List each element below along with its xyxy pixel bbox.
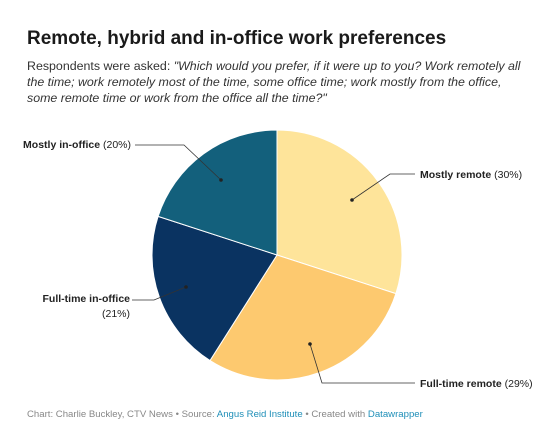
leader-dot-full-time-in-office bbox=[184, 285, 188, 289]
footer-credit: Chart: Charlie Buckley, CTV News • Sourc… bbox=[27, 409, 217, 420]
chart-title: Remote, hybrid and in-office work prefer… bbox=[27, 28, 447, 49]
leader-dot-mostly-in-office bbox=[219, 178, 223, 182]
pie-slice-full-time-in-office bbox=[151, 215, 278, 362]
slice-pct-mostly-in-office: (20%) bbox=[100, 139, 131, 151]
slice-pct-full-time-remote: (29%) bbox=[502, 378, 533, 390]
chart-subtitle: Respondents were asked: "Which would you… bbox=[27, 58, 532, 106]
subtitle-question: "Which would you prefer, if it were up t… bbox=[27, 59, 521, 105]
chart-footer: Chart: Charlie Buckley, CTV News • Sourc… bbox=[27, 409, 423, 420]
slice-name-mostly-in-office: Mostly in-office bbox=[23, 139, 100, 151]
slice-label-full-time-remote: Full-time remote (29%) bbox=[420, 378, 533, 390]
slice-pct-mostly-remote: (30%) bbox=[491, 169, 522, 181]
subtitle-prefix: Respondents were asked: bbox=[27, 59, 174, 73]
pie-slice-mostly-remote bbox=[276, 129, 403, 295]
source-link[interactable]: Angus Reid Institute bbox=[216, 409, 303, 420]
datawrapper-link[interactable]: Datawrapper bbox=[367, 409, 423, 420]
slice-label-mostly-remote: Mostly remote (30%) bbox=[420, 169, 522, 181]
footer-middle: • Created with bbox=[302, 409, 368, 420]
leader-line-full-time-remote bbox=[309, 343, 415, 384]
pie-slice-mostly-in-office bbox=[157, 129, 278, 256]
leader-line-mostly-remote bbox=[351, 173, 415, 201]
slice-label-mostly-in-office: Mostly in-office (20%) bbox=[23, 139, 131, 151]
leader-dot-full-time-remote bbox=[308, 342, 312, 346]
leader-line-mostly-in-office bbox=[135, 144, 222, 181]
leader-line-full-time-in-office bbox=[132, 286, 187, 301]
slice-pct-full-time-in-office: (21%) bbox=[102, 308, 130, 320]
pie-slice-full-time-remote bbox=[209, 254, 397, 381]
leader-dot-mostly-remote bbox=[350, 198, 354, 202]
slice-name-mostly-remote: Mostly remote bbox=[420, 169, 491, 181]
slice-name-full-time-remote: Full-time remote bbox=[420, 378, 502, 390]
slice-name-full-time-in-office: Full-time in-office bbox=[43, 293, 131, 305]
